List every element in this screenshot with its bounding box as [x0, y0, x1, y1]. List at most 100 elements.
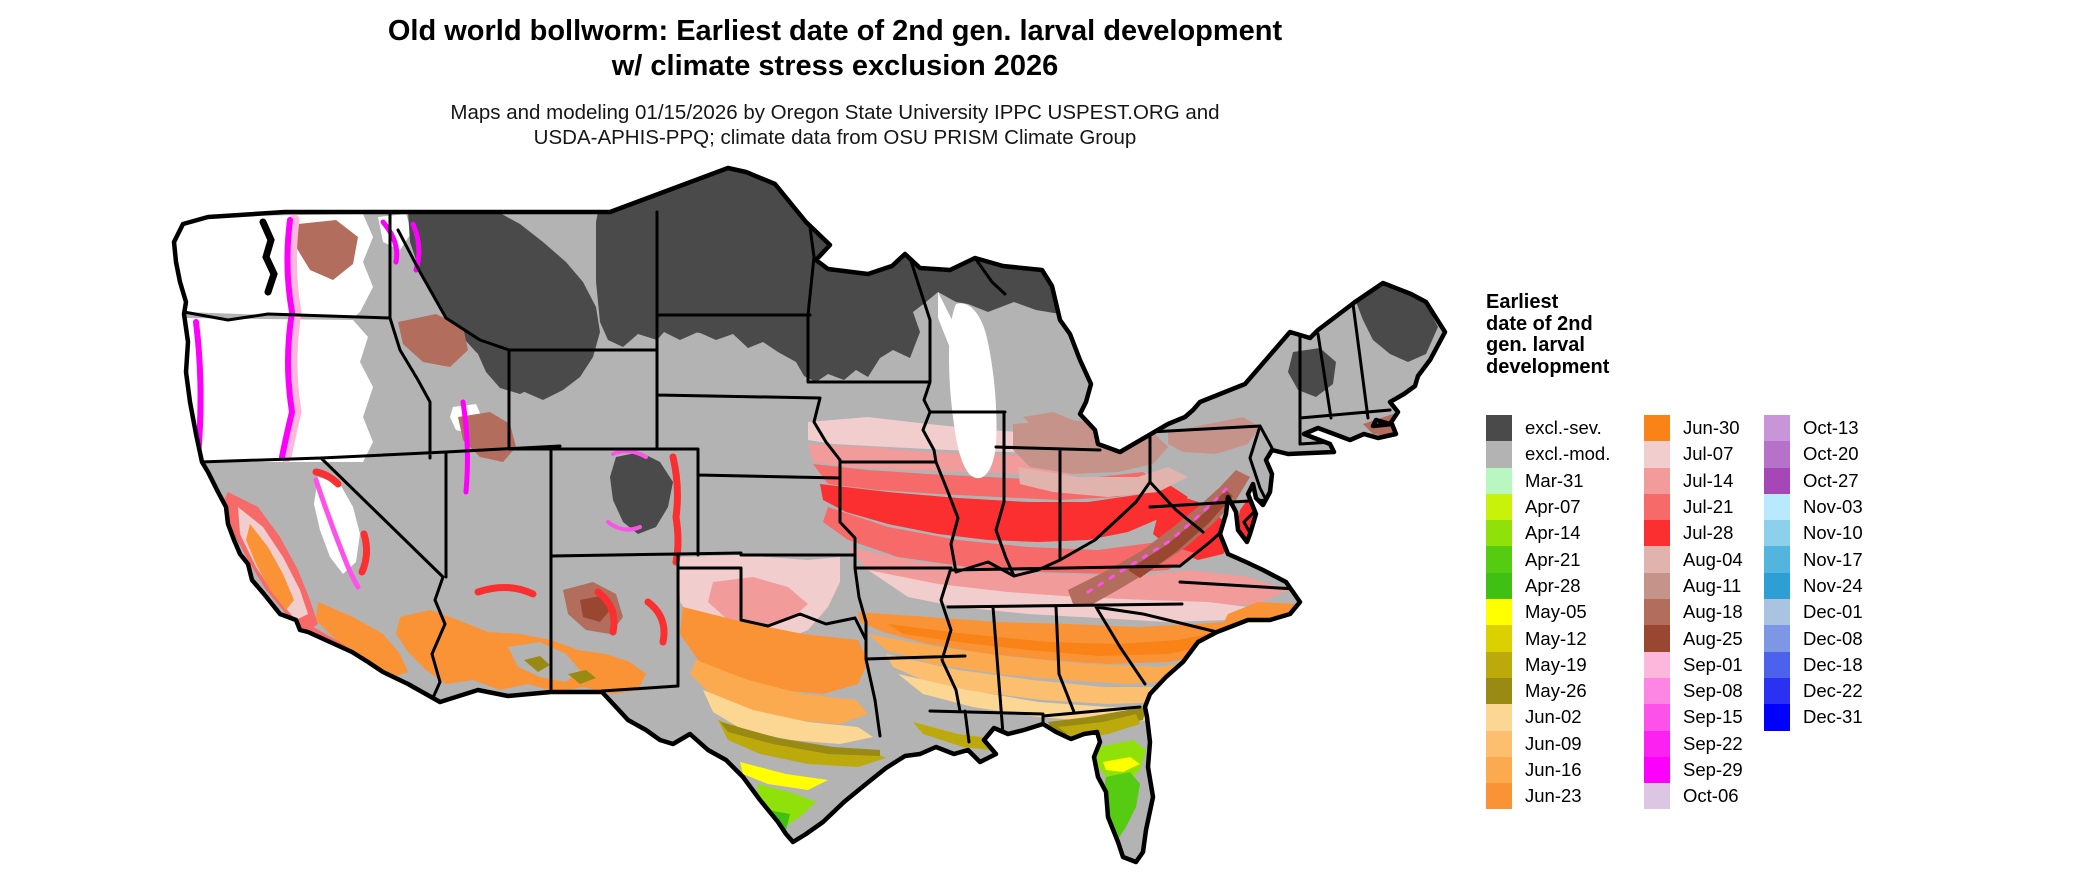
legend-swatch — [1764, 520, 1790, 547]
legend-entry: Oct-20 — [1764, 441, 1884, 468]
legend-label: Oct-06 — [1683, 785, 1739, 807]
legend-title-line: Earliest — [1486, 291, 1559, 313]
legend-label: May-05 — [1525, 601, 1587, 623]
legend-swatch — [1486, 467, 1512, 494]
legend-entry: Sep-15 — [1644, 704, 1764, 731]
legend-swatch — [1486, 441, 1512, 468]
map-legend: Earliest date of 2nd gen. larval develop… — [1486, 291, 2086, 810]
legend-entry: Jun-02 — [1486, 704, 1644, 731]
legend-swatch — [1644, 467, 1670, 494]
legend-label: Aug-04 — [1683, 548, 1743, 570]
legend-label: Jun-30 — [1683, 417, 1740, 439]
legend-label: Sep-15 — [1683, 706, 1743, 728]
legend-swatch — [1644, 599, 1670, 626]
legend-entry: Apr-28 — [1486, 572, 1644, 600]
legend-swatch — [1486, 756, 1512, 784]
legend-label: Nov-24 — [1803, 574, 1863, 596]
legend-entry: Apr-07 — [1486, 493, 1644, 521]
legend-label: Jul-07 — [1683, 443, 1734, 465]
legend-label: Aug-25 — [1683, 627, 1743, 649]
legend-label: Oct-20 — [1803, 443, 1859, 465]
legend-swatch — [1644, 520, 1670, 547]
legend-title-line: gen. larval — [1486, 334, 1585, 356]
legend-entry: Apr-14 — [1486, 520, 1644, 547]
legend-entry: Jul-28 — [1644, 520, 1764, 547]
legend-label: Jun-09 — [1525, 732, 1582, 754]
legend-entry: Dec-08 — [1764, 625, 1884, 652]
legend-label: excl.-mod. — [1525, 443, 1611, 465]
legend-swatch — [1764, 441, 1790, 468]
legend-label: Jun-23 — [1525, 785, 1582, 807]
legend-swatch — [1486, 599, 1512, 626]
legend-label: Jul-14 — [1683, 469, 1734, 491]
legend-entry: Nov-03 — [1764, 493, 1884, 521]
legend-swatch — [1644, 625, 1670, 652]
legend-swatch — [1644, 415, 1670, 442]
legend-entry: Jun-16 — [1486, 756, 1644, 784]
region-west-red-rims — [312, 453, 682, 646]
legend-swatch — [1764, 599, 1790, 626]
legend-entry: Sep-01 — [1644, 651, 1764, 678]
legend-swatch — [1486, 493, 1512, 521]
legend-swatch — [1644, 441, 1670, 468]
legend-column-2: Jun-30 Jul-07 Jul-14 Jul-21 Jul-28 Aug-04 Aug-… — [1644, 415, 1764, 810]
conus-outline — [171, 165, 1448, 865]
legend-entry: Nov-10 — [1764, 520, 1884, 547]
legend-label: Jun-16 — [1525, 759, 1582, 780]
legend-entry: Nov-17 — [1764, 546, 1884, 573]
legend-entry: Aug-11 — [1644, 572, 1764, 600]
legend-swatch — [1486, 730, 1512, 757]
legend-swatch — [1764, 651, 1790, 678]
legend-label: May-12 — [1525, 627, 1587, 649]
legend-label: excl.-sev. — [1525, 417, 1602, 439]
legend-swatch — [1644, 651, 1670, 678]
legend-swatch — [1764, 677, 1790, 705]
legend-label: Oct-27 — [1803, 469, 1859, 491]
legend-entry: Sep-08 — [1644, 677, 1764, 705]
legend-swatch — [1644, 493, 1670, 521]
legend-swatch — [1486, 625, 1512, 652]
subtitle-line1: Maps and modeling 01/15/2026 by Oregon S… — [450, 101, 1220, 124]
legend-entry: Dec-01 — [1764, 599, 1884, 626]
legend-label: Dec-08 — [1803, 627, 1863, 649]
legend-label: Dec-18 — [1803, 653, 1863, 675]
legend-swatch — [1486, 546, 1512, 573]
legend-title: Earliest date of 2nd gen. larval develop… — [1486, 291, 2086, 378]
legend-label: Mar-31 — [1525, 469, 1584, 491]
legend-column-3: Oct-13 Oct-20 Oct-27 Nov-03 Nov-10 Nov-17 Nov-… — [1764, 415, 1884, 731]
legend-column-1: excl.-sev. excl.-mod. Mar-31 Apr-07 Apr-14 Ap… — [1486, 415, 1644, 810]
legend-title-line: development — [1486, 355, 1610, 378]
legend-entry: Apr-21 — [1486, 546, 1644, 573]
us-choropleth-map — [168, 162, 1453, 892]
legend-columns: excl.-sev. excl.-mod. Mar-31 Apr-07 Apr-14 Ap… — [1486, 415, 2086, 810]
region-exclusion-severe — [408, 168, 1438, 534]
legend-entry: Jul-07 — [1644, 441, 1764, 468]
legend-swatch — [1644, 546, 1670, 573]
legend-entry: Jun-30 — [1644, 415, 1764, 442]
legend-swatch — [1764, 546, 1790, 573]
legend-label: Sep-01 — [1683, 653, 1743, 675]
legend-swatch — [1486, 783, 1512, 810]
legend-label: Jul-28 — [1683, 522, 1734, 544]
legend-label: Dec-01 — [1803, 601, 1863, 623]
legend-entry: May-19 — [1486, 651, 1644, 678]
legend-label: Apr-07 — [1525, 496, 1581, 518]
legend-label: Dec-31 — [1803, 706, 1863, 728]
legend-label: May-19 — [1525, 653, 1587, 675]
legend-swatch — [1644, 783, 1670, 810]
legend-entry: Oct-27 — [1764, 467, 1884, 494]
legend-label: Nov-17 — [1803, 548, 1863, 570]
legend-label: Aug-11 — [1683, 574, 1742, 596]
legend-label: Apr-28 — [1525, 574, 1581, 596]
legend-entry: Oct-13 — [1764, 415, 1884, 442]
legend-entry: May-05 — [1486, 599, 1644, 626]
legend-swatch — [1486, 415, 1512, 442]
legend-entry: Sep-22 — [1644, 730, 1764, 757]
legend-entry: Jun-09 — [1486, 730, 1644, 757]
page-title-line1: Old world bollworm: Earliest date of 2nd… — [387, 15, 1283, 47]
legend-swatch — [1764, 625, 1790, 652]
header: Old world bollworm: Earliest date of 2nd… — [170, 14, 1500, 150]
legend-swatch — [1486, 704, 1512, 731]
legend-label: May-26 — [1525, 680, 1587, 702]
legend-entry: excl.-mod. — [1486, 441, 1644, 468]
